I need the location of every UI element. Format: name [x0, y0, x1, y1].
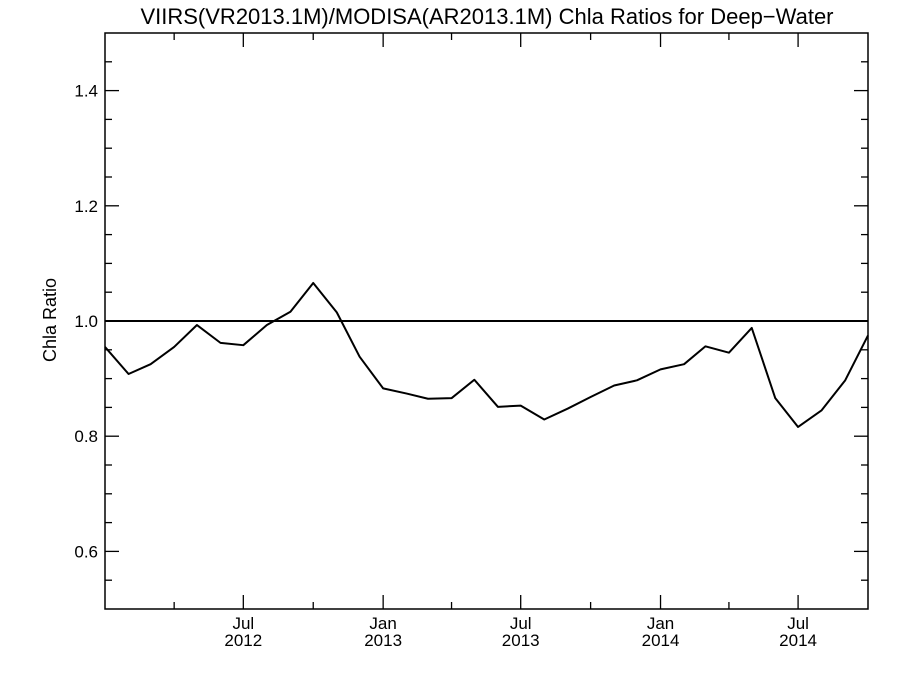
- x-tick-year-label: 2014: [642, 631, 680, 650]
- tick-labels-layer: 0.60.81.01.21.4Jul2012Jan2013Jul2013Jan2…: [74, 82, 817, 650]
- ticks-layer: [105, 33, 868, 609]
- x-tick-month-label: Jan: [369, 614, 396, 633]
- x-tick-year-label: 2013: [502, 631, 540, 650]
- x-tick-year-label: 2014: [779, 631, 817, 650]
- x-tick-year-label: 2012: [224, 631, 262, 650]
- y-tick-label: 0.8: [74, 427, 98, 446]
- chart-title: VIIRS(VR2013.1M)/MODISA(AR2013.1M) Chla …: [140, 4, 833, 29]
- series-line: [104, 281, 869, 428]
- y-axis-label: Chla Ratio: [40, 278, 60, 362]
- x-tick-year-label: 2013: [364, 631, 402, 650]
- y-tick-label: 1.4: [74, 82, 98, 101]
- y-tick-label: 1.2: [74, 197, 98, 216]
- y-tick-label: 0.6: [74, 542, 98, 561]
- x-tick-month-label: Jul: [787, 614, 809, 633]
- x-tick-month-label: Jan: [647, 614, 674, 633]
- x-tick-month-label: Jul: [232, 614, 254, 633]
- y-tick-label: 1.0: [74, 312, 98, 331]
- x-tick-month-label: Jul: [510, 614, 532, 633]
